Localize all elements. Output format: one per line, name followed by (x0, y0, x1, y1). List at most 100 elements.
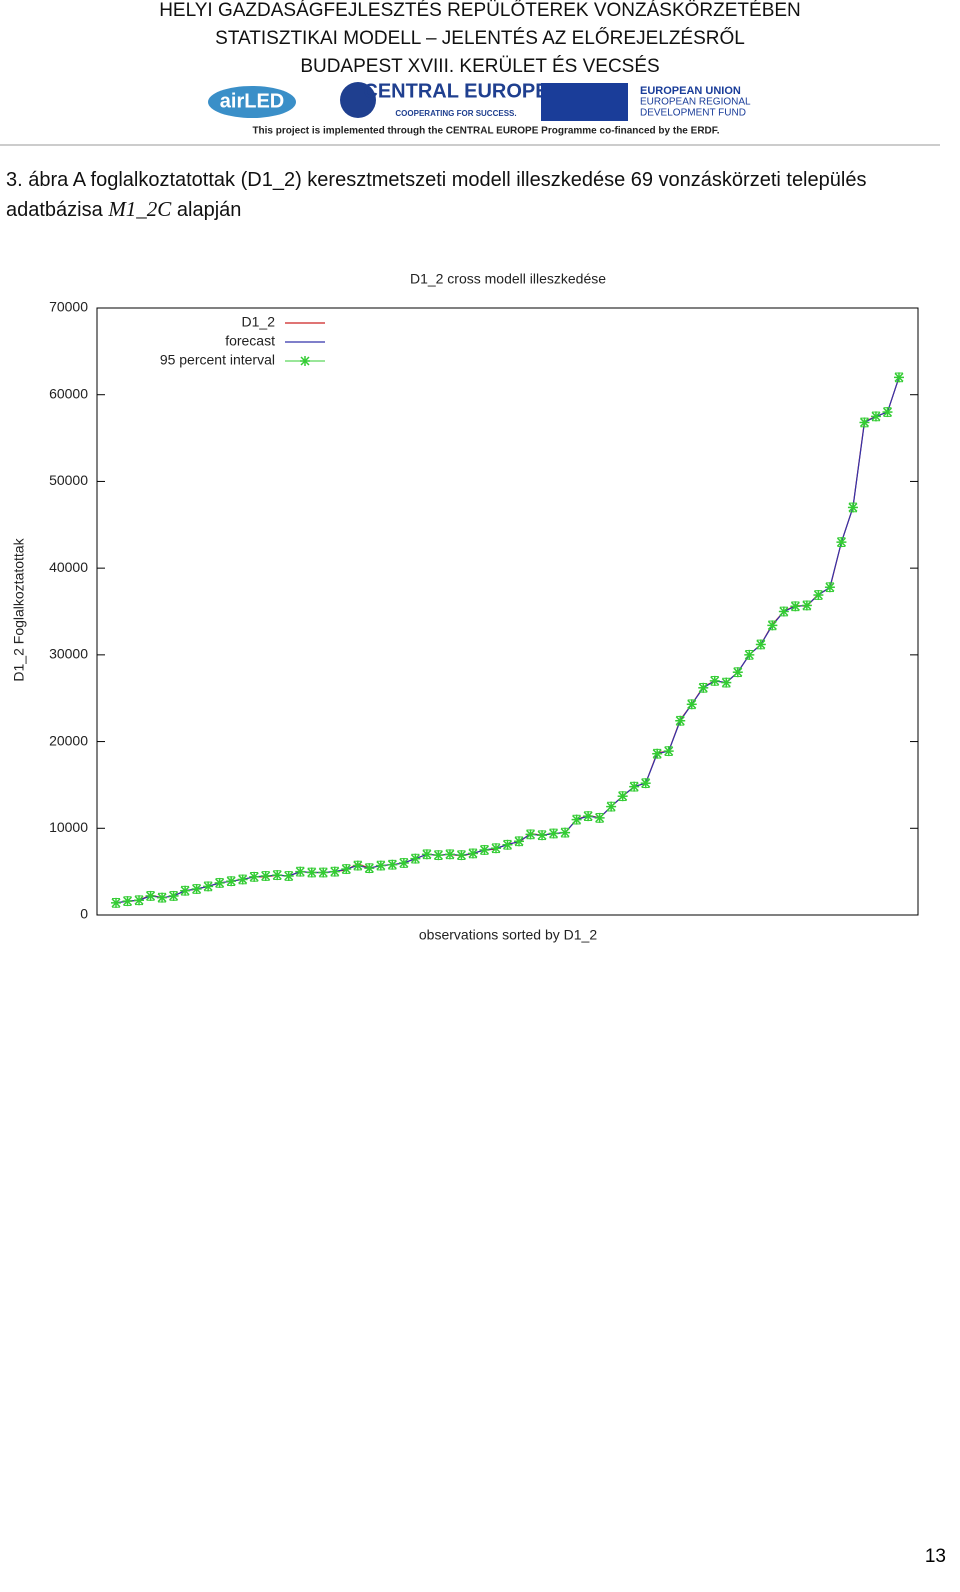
star-stroke (169, 891, 179, 901)
eu-flag (541, 83, 628, 121)
y-axis-label: D1_2 Foglalkoztatottak (11, 537, 27, 681)
interval-mark (882, 407, 893, 418)
chart: D1_2 cross modell illeszkedése observati… (11, 271, 919, 943)
interval-mark (640, 778, 651, 789)
star-stroke (514, 836, 524, 846)
interval-mark (214, 877, 225, 888)
star-stroke (122, 896, 133, 906)
star-stroke (698, 683, 708, 693)
star-stroke (537, 830, 547, 840)
star-stroke (261, 871, 271, 881)
star-stroke (157, 893, 167, 903)
star-stroke (341, 864, 351, 874)
interval-mark (548, 828, 559, 839)
star-stroke (744, 650, 754, 660)
interval-mark (157, 892, 168, 903)
star-stroke (272, 870, 282, 880)
page-number: 13 (924, 1546, 946, 1567)
star-stroke (215, 878, 225, 888)
series-line (115, 377, 900, 904)
star-stroke (433, 850, 443, 860)
legend-label: D1_2 (242, 314, 276, 330)
interval-mark (790, 601, 801, 612)
star-stroke (871, 411, 881, 421)
star-stroke (618, 791, 628, 801)
ce-title: CENTRAL EUROPE (363, 80, 548, 102)
series-line (115, 377, 900, 904)
star-stroke (491, 843, 501, 853)
airled-logo (208, 86, 296, 118)
header-line: HELYI GAZDASÁGFEJLESZTÉS REPÜLŐTEREK VON… (159, 0, 801, 21)
interval-mark (237, 874, 248, 885)
interval-mark (364, 863, 375, 874)
interval-mark (467, 848, 478, 859)
interval-mark (537, 830, 548, 841)
interval-mark (444, 849, 455, 860)
caption: 3. ábra A foglalkoztatottak (D1_2) keres… (6, 166, 946, 225)
star-stroke (300, 356, 310, 366)
legend-marker (300, 356, 310, 366)
airled-text: airLED (220, 90, 284, 112)
y-tick-label: 20000 (49, 732, 88, 748)
interval-mark (767, 620, 778, 631)
star-stroke (756, 639, 766, 649)
y-tick-label: 10000 (49, 819, 88, 835)
star-stroke (226, 876, 236, 886)
interval-mark (191, 883, 202, 894)
star-stroke (560, 828, 570, 838)
interval-mark (675, 715, 686, 726)
caption-text: 3. ábra A foglalkoztatottak (D1_2) keres… (6, 169, 867, 221)
star-stroke (767, 620, 777, 630)
eu-text: EUROPEAN REGIONAL (640, 97, 751, 108)
interval-mark (341, 864, 352, 875)
interval-mark (145, 890, 156, 901)
star-stroke (675, 716, 685, 726)
star-stroke (652, 749, 662, 759)
ce-sub: COOPERATING FOR SUCCESS. (395, 109, 516, 118)
star-stroke (687, 699, 697, 709)
star-stroke (664, 746, 674, 756)
y-tick-label: 30000 (49, 646, 88, 662)
interval-mark (490, 843, 501, 854)
star-stroke (422, 849, 432, 859)
interval-mark (560, 827, 571, 838)
star-stroke (894, 372, 904, 382)
star-stroke (606, 802, 616, 812)
interval-mark (352, 860, 363, 871)
interval-mark (168, 890, 179, 901)
interval-mark (813, 590, 824, 601)
interval-mark (870, 411, 881, 422)
star-stroke (595, 813, 605, 823)
legend-label: 95 percent interval (160, 352, 275, 368)
interval-mark (594, 812, 605, 823)
star-stroke (710, 676, 720, 686)
star-stroke (813, 590, 823, 600)
interval-mark (571, 814, 582, 825)
star-stroke (111, 898, 121, 908)
star-stroke (848, 502, 858, 512)
interval-mark (375, 860, 386, 871)
y-tick-label: 70000 (49, 299, 88, 315)
interval-mark (583, 811, 594, 822)
interval-mark (824, 582, 835, 593)
interval-mark (686, 699, 697, 710)
interval-mark (617, 791, 628, 802)
interval-mark (525, 829, 536, 840)
star-stroke (445, 849, 455, 859)
star-stroke (502, 840, 513, 850)
y-tick-label: 60000 (49, 385, 88, 401)
interval-mark (894, 372, 905, 383)
interval-mark (744, 649, 755, 660)
interval-mark (249, 871, 260, 882)
x-axis-label: observations sorted by D1_2 (419, 927, 597, 943)
interval-mark (260, 870, 271, 881)
interval-mark (663, 746, 674, 757)
star-stroke (525, 829, 536, 839)
y-tick-label: 40000 (49, 559, 88, 575)
interval-mark (732, 667, 743, 678)
eu-text: EUROPEAN UNION (640, 85, 741, 97)
star-stroke (146, 891, 156, 901)
star-stroke (721, 678, 731, 688)
star-stroke (376, 861, 386, 871)
